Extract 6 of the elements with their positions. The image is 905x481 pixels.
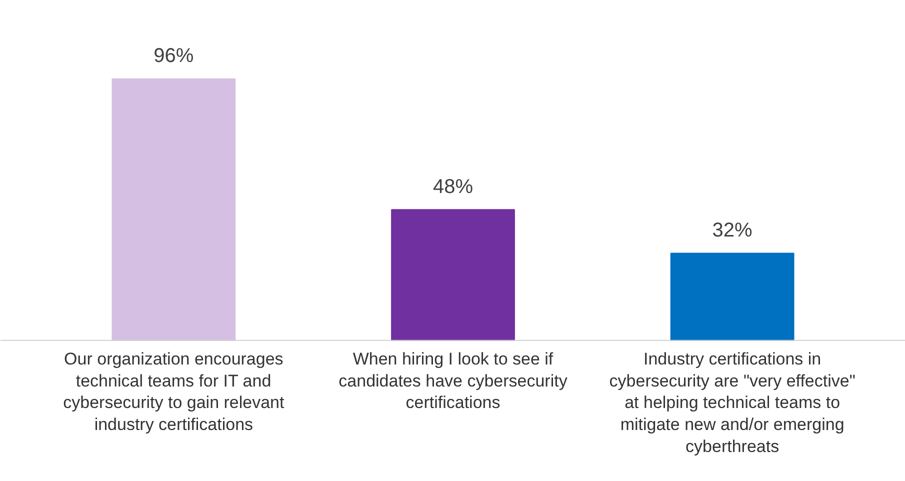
x-tick-label: When hiring I look to see if candidates have cybersecurity certifications	[338, 349, 568, 412]
x-tick-label: Our organization encourages technical teams for IT and cybersecurity to gain relevant industry certifications	[63, 349, 285, 434]
data-label: 48%	[432, 176, 474, 198]
data-label: 96%	[154, 45, 194, 68]
data-label: 32%	[712, 219, 753, 242]
x-tick-label: Industry certifications in cybersecurity are "very effective" at helping technical teams to mitigate new and/or emerging cyberthreats	[609, 349, 856, 456]
